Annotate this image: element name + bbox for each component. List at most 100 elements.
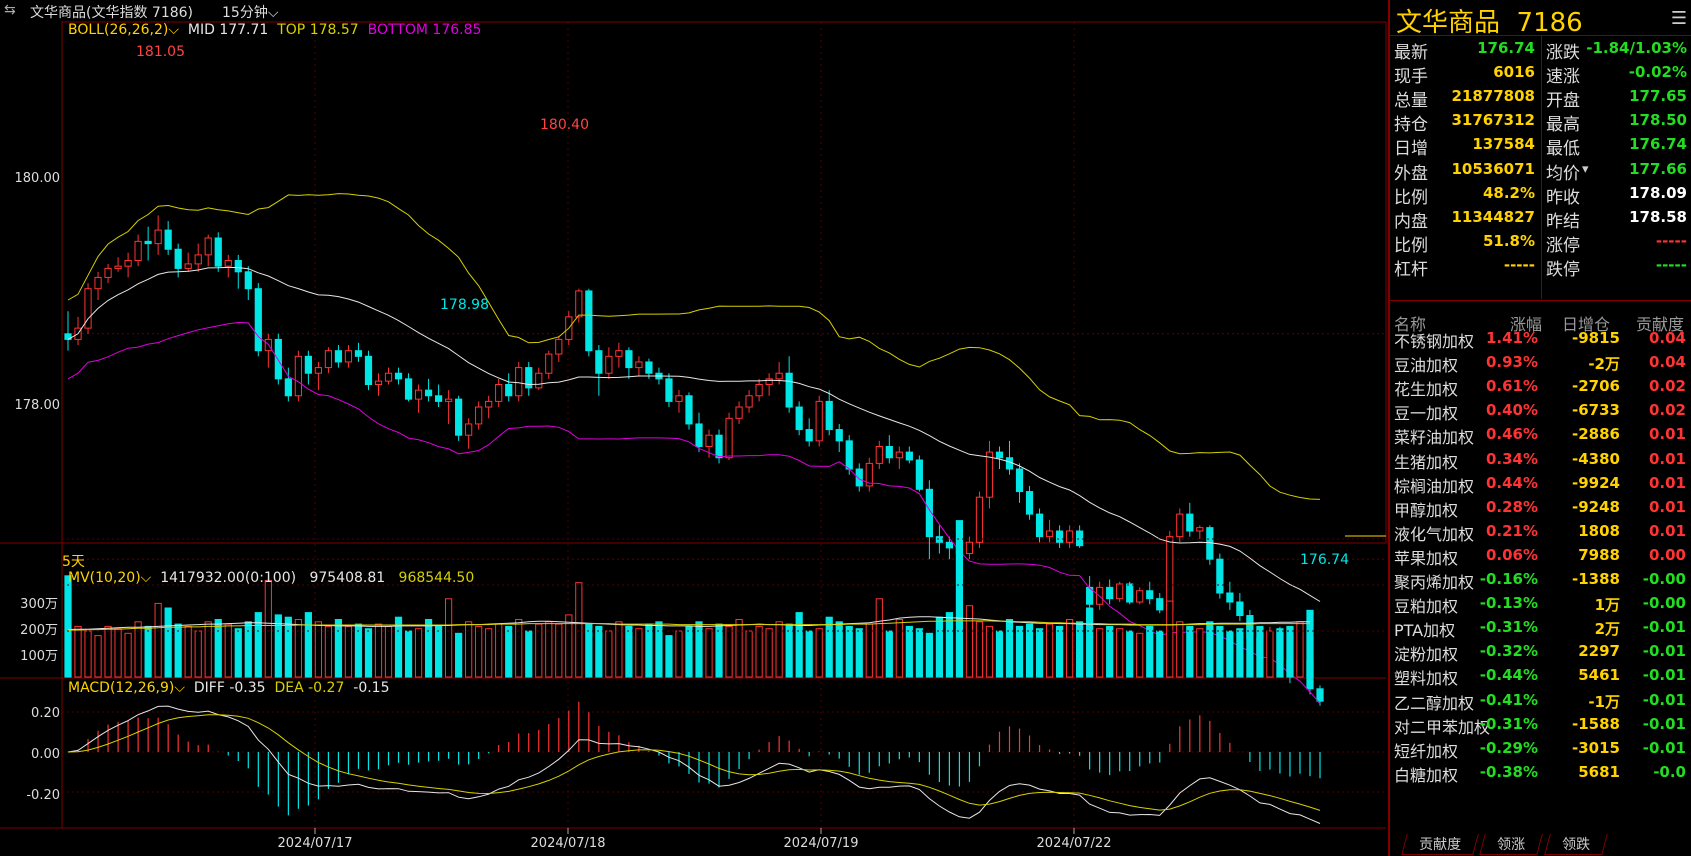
- range-label: 5天: [62, 554, 85, 570]
- volume-bar: [184, 625, 192, 678]
- candle-body: [715, 434, 723, 459]
- header-name[interactable]: 名称: [1394, 315, 1427, 334]
- candle-body: [224, 260, 232, 267]
- volume-ma10-line: [67, 616, 1310, 631]
- list-item[interactable]: 乙二醇加权 -0.41% -1万 -0.01: [1390, 688, 1690, 714]
- volume-bar: [535, 623, 543, 678]
- row-name: 乙二醇加权: [1394, 693, 1475, 713]
- row-contribution: -0.01: [1642, 690, 1686, 709]
- chevron-down-icon[interactable]: ▾: [1582, 161, 1589, 177]
- volume-bar: [1296, 621, 1304, 678]
- list-item[interactable]: 液化气加权 0.21% 1808 0.01: [1390, 519, 1690, 545]
- menu-icon[interactable]: ☰: [1670, 8, 1687, 29]
- volume-bar: [515, 619, 523, 678]
- candle-body: [1076, 530, 1084, 547]
- list-item[interactable]: 豆油加权 0.93% -2万 0.04: [1390, 350, 1690, 376]
- candle-body: [1166, 536, 1174, 611]
- candle-body: [905, 451, 913, 461]
- divider: [1390, 35, 1691, 36]
- volume-bar: [1015, 625, 1024, 678]
- volume-bar: [254, 612, 262, 678]
- quote-value: 6016: [1493, 63, 1535, 82]
- list-item[interactable]: 棕榈油加权 0.44% -9924 0.01: [1390, 471, 1690, 497]
- candle-body: [294, 355, 302, 397]
- list-item[interactable]: 豆一加权 0.40% -6733 0.02: [1390, 398, 1690, 424]
- tab-leading-down[interactable]: 领跌: [1544, 834, 1608, 855]
- tab-contribution[interactable]: 贡献度: [1401, 834, 1479, 855]
- candle-body: [1216, 558, 1224, 594]
- link-icon[interactable]: ⇆: [4, 2, 16, 18]
- tab-label: 贡献度: [1419, 837, 1462, 853]
- price-pane-frame: [61, 21, 1387, 544]
- list-item[interactable]: PTA加权 -0.31% 2万 -0.01: [1390, 615, 1690, 641]
- row-open-interest: -9248: [1572, 497, 1620, 516]
- list-item[interactable]: 白糖加权 -0.38% 5681 -0.0: [1390, 760, 1690, 786]
- chart-area[interactable]: [0, 0, 1388, 856]
- quote-value: 178.09: [1629, 183, 1687, 202]
- panel-title: 文华商品 7186: [1396, 2, 1583, 39]
- list-item[interactable]: 不锈钢加权 1.41% -9815 0.04: [1390, 326, 1690, 352]
- boll-label[interactable]: BOLL(26,26,2): [68, 22, 169, 38]
- quote-label: 最新: [1394, 43, 1428, 63]
- chevron-down-icon[interactable]: ⌵: [140, 570, 152, 586]
- mv-legend: MV(10,20)⌵ 1417932.00(0:100) 975408.81 9…: [68, 570, 474, 586]
- candle-body: [1025, 491, 1034, 515]
- macd-label[interactable]: MACD(12,26,9): [68, 680, 175, 696]
- candle-body: [424, 389, 433, 397]
- candle-body: [64, 333, 72, 340]
- row-open-interest: 2297: [1578, 642, 1620, 661]
- list-item[interactable]: 聚丙烯加权 -0.16% -1388 -0.00: [1390, 567, 1690, 593]
- candle-body: [765, 378, 773, 385]
- header-open-interest[interactable]: 日增仓: [1562, 315, 1611, 334]
- volume-bar: [615, 621, 623, 678]
- candle-body: [665, 378, 673, 402]
- quote-row: 总量 21877808: [1390, 85, 1541, 111]
- header-change[interactable]: 涨幅: [1510, 315, 1543, 334]
- period-selector[interactable]: 15分钟⌵: [222, 2, 278, 22]
- quote-value: -1.84/1.03%: [1586, 39, 1687, 57]
- volume-bar: [154, 602, 162, 678]
- quote-value: 177.66: [1629, 159, 1687, 178]
- quote-row: 日增 137584: [1390, 133, 1541, 159]
- list-item[interactable]: 菜籽油加权 0.46% -2886 0.01: [1390, 422, 1690, 448]
- chevron-down-icon[interactable]: ⌵: [168, 22, 179, 38]
- list-item[interactable]: 短纤加权 -0.29% -3015 -0.01: [1390, 736, 1690, 762]
- volume-bar: [995, 630, 1004, 678]
- volume-bar: [1206, 621, 1214, 678]
- volume-bar: [384, 625, 393, 678]
- volume-bar: [124, 632, 132, 678]
- row-change: -0.41%: [1479, 690, 1538, 709]
- chevron-down-icon[interactable]: ⌵: [174, 680, 185, 696]
- row-change: 0.61%: [1485, 377, 1538, 396]
- list-item[interactable]: 淀粉加权 -0.32% 2297 -0.01: [1390, 639, 1690, 665]
- candle-body: [825, 400, 833, 431]
- header-contribution[interactable]: 贡献度: [1636, 315, 1685, 334]
- list-item[interactable]: 对二甲苯加权 -0.31% -1588 -0.01: [1390, 712, 1690, 738]
- volume-bar: [845, 625, 853, 678]
- mv-label[interactable]: MV(10,20): [68, 570, 141, 586]
- list-item[interactable]: 塑料加权 -0.44% 5461 -0.01: [1390, 663, 1690, 689]
- list-item[interactable]: 生猪加权 0.34% -4380 0.01: [1390, 447, 1690, 473]
- row-contribution: 0.04: [1648, 329, 1686, 347]
- quote-label: 杠杆: [1394, 259, 1428, 280]
- list-item[interactable]: 苹果加权 0.06% 7988 0.00: [1390, 543, 1690, 569]
- candle-body: [995, 451, 1004, 459]
- volume-bar: [174, 623, 182, 678]
- volume-bar: [1276, 628, 1284, 678]
- row-name: 花生加权: [1394, 380, 1459, 400]
- volume-bar: [364, 628, 373, 678]
- quote-row: 涨跌 -1.84/1.03%: [1542, 37, 1691, 63]
- quote-value: 11344827: [1451, 207, 1536, 226]
- row-name: 豆一加权: [1394, 404, 1459, 424]
- volume-bar: [1106, 625, 1114, 678]
- volume-bar: [344, 625, 353, 678]
- tab-leading-up[interactable]: 领涨: [1479, 834, 1544, 855]
- list-item[interactable]: 豆粕加权 -0.13% 1万 -0.00: [1390, 591, 1690, 617]
- list-item[interactable]: 花生加权 0.61% -2706 0.02: [1390, 374, 1690, 400]
- row-contribution: 0.01: [1648, 521, 1686, 540]
- list-item[interactable]: 甲醇加权 0.28% -9248 0.01: [1390, 495, 1690, 521]
- macd-dea-line: [67, 714, 1321, 811]
- volume-bar: [414, 628, 423, 678]
- row-contribution: 0.00: [1648, 545, 1686, 564]
- volume-bar: [64, 575, 72, 678]
